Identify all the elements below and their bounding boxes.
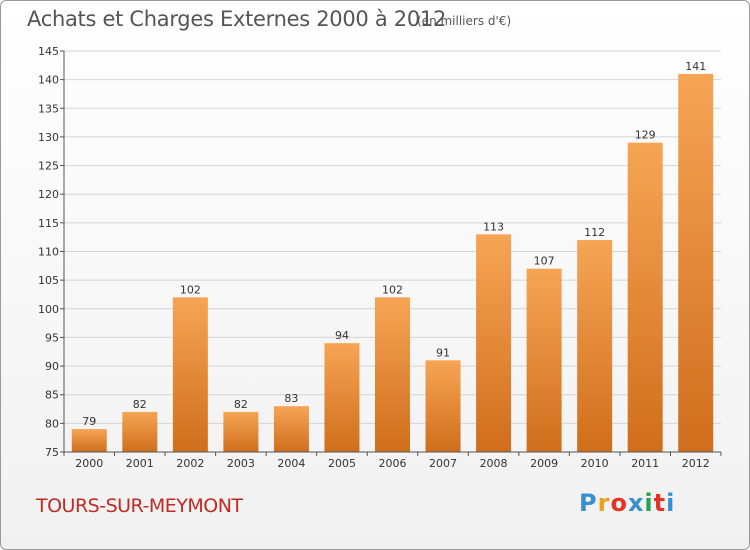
y-tick-label: 90 — [45, 360, 59, 373]
bar — [273, 406, 309, 452]
y-tick-label: 105 — [38, 274, 59, 287]
data-label: 83 — [284, 392, 298, 405]
bar — [71, 429, 107, 452]
y-tick-label: 110 — [38, 246, 59, 259]
chart-unit: (en milliers d'€) — [417, 14, 512, 28]
x-tick-label: 2009 — [530, 457, 558, 470]
data-label: 107 — [534, 255, 555, 268]
bar — [678, 73, 714, 453]
x-tick-label: 2003 — [227, 457, 255, 470]
bar — [223, 411, 259, 452]
x-tick-label: 2007 — [429, 457, 457, 470]
x-tick-label: 2004 — [277, 457, 305, 470]
bar — [476, 234, 512, 452]
bar — [375, 297, 410, 452]
x-tick-label: 2002 — [176, 457, 204, 470]
data-label: 102 — [180, 283, 201, 296]
bar — [627, 142, 663, 452]
y-tick-label: 140 — [38, 74, 59, 87]
commune-name: TOURS-SUR-MEYMONT — [36, 495, 243, 517]
axes: 75 80 85 90 95 100 105 110 115 120 125 130 135 140 145… — [38, 45, 722, 470]
y-tick-label: 85 — [45, 389, 59, 402]
bar — [425, 360, 461, 452]
bar — [324, 343, 360, 452]
bar — [122, 411, 158, 452]
x-tick-label: 2008 — [480, 457, 508, 470]
data-label: 82 — [133, 398, 147, 411]
y-tick-label: 145 — [38, 45, 59, 58]
data-label: 82 — [234, 398, 248, 411]
y-tick-label: 95 — [45, 331, 59, 344]
x-tick-label: 2006 — [379, 457, 407, 470]
bars: 79 82 102 82 83 94 102 91 113 107 112 129 141 — [71, 60, 714, 453]
y-tick-label: 115 — [38, 217, 59, 230]
x-tick-label: 2010 — [581, 457, 609, 470]
y-tick-label: 125 — [38, 160, 59, 173]
data-label: 141 — [685, 60, 706, 73]
data-label: 94 — [335, 329, 349, 342]
proxiti-logo[interactable]: Proxiti — [579, 489, 676, 517]
bar — [526, 268, 562, 452]
y-tick-label: 80 — [45, 417, 59, 430]
x-tick-label: 2000 — [75, 457, 103, 470]
data-label: 102 — [382, 283, 403, 296]
data-label: 79 — [82, 415, 96, 428]
data-label: 91 — [436, 346, 450, 359]
data-label: 129 — [635, 129, 656, 142]
y-tick-label: 130 — [38, 131, 59, 144]
y-tick-label: 100 — [38, 303, 59, 316]
x-tick-label: 2012 — [682, 457, 710, 470]
data-label: 112 — [584, 226, 605, 239]
bar — [577, 240, 613, 452]
bar — [172, 297, 208, 452]
x-tick-label: 2001 — [126, 457, 154, 470]
x-tick-label: 2011 — [631, 457, 659, 470]
x-tick-label: 2005 — [328, 457, 356, 470]
y-tick-label: 135 — [38, 102, 59, 115]
y-tick-label: 120 — [38, 188, 59, 201]
data-label: 113 — [483, 220, 504, 233]
chart-title: Achats et Charges Externes 2000 à 2012 — [27, 7, 447, 31]
y-tick-label: 75 — [45, 446, 59, 459]
